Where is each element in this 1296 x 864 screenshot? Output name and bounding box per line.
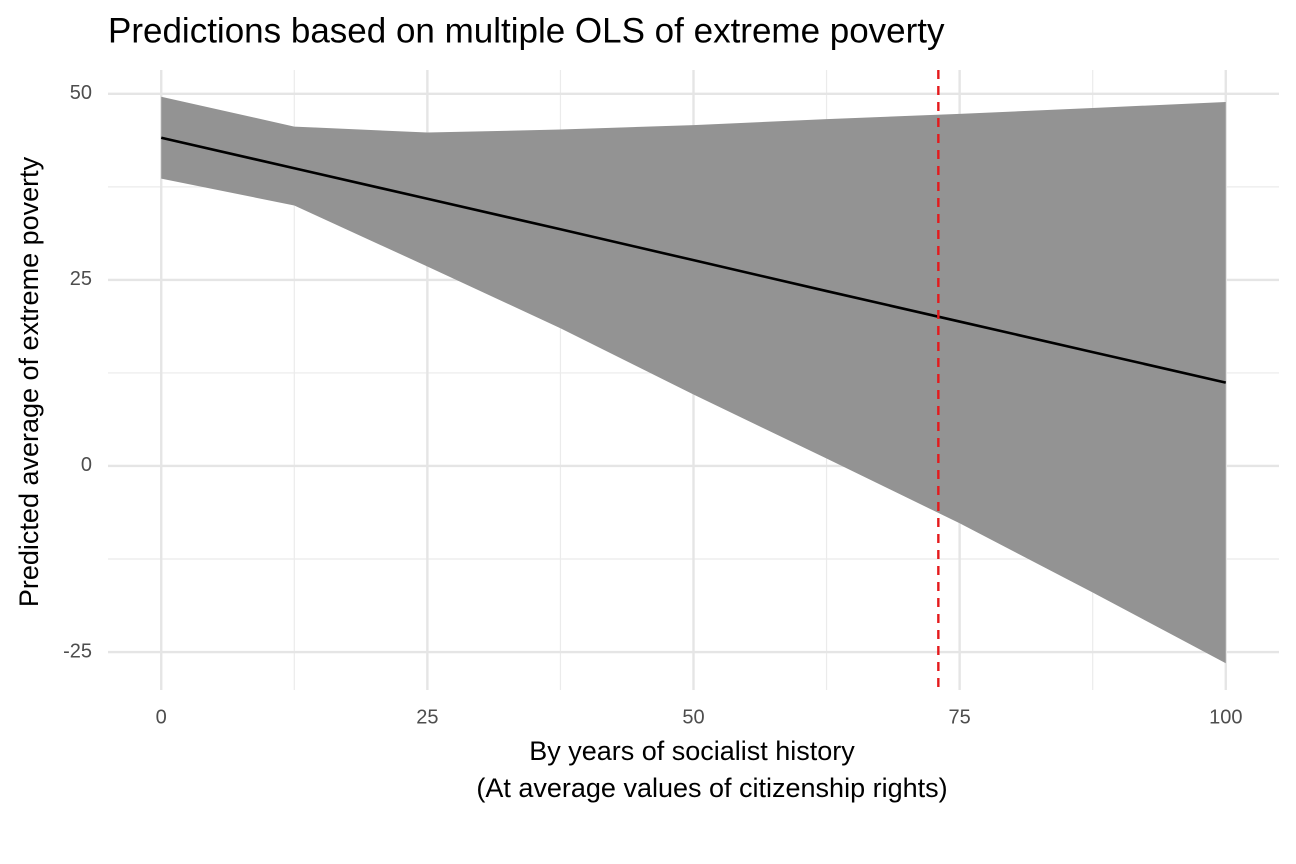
x-tick-label: 25 bbox=[416, 706, 438, 728]
chart-title: Predictions based on multiple OLS of ext… bbox=[108, 11, 945, 50]
y-tick-label: -25 bbox=[63, 640, 92, 662]
y-tick-label: 50 bbox=[70, 82, 92, 104]
x-axis-subtitle: (At average values of citizenship rights… bbox=[476, 773, 947, 803]
x-tick-label: 0 bbox=[156, 706, 167, 728]
x-tick-label: 75 bbox=[949, 706, 971, 728]
y-tick-label: 0 bbox=[81, 454, 92, 476]
x-axis-title: By years of socialist history bbox=[529, 736, 855, 766]
x-tick-label: 50 bbox=[682, 706, 704, 728]
x-tick-label: 100 bbox=[1209, 706, 1242, 728]
confidence-ribbon bbox=[161, 96, 1226, 664]
y-axis-title: Predicted average of extreme poverty bbox=[14, 156, 44, 607]
prediction-line bbox=[160, 136, 1227, 384]
y-tick-label: 25 bbox=[70, 268, 92, 290]
